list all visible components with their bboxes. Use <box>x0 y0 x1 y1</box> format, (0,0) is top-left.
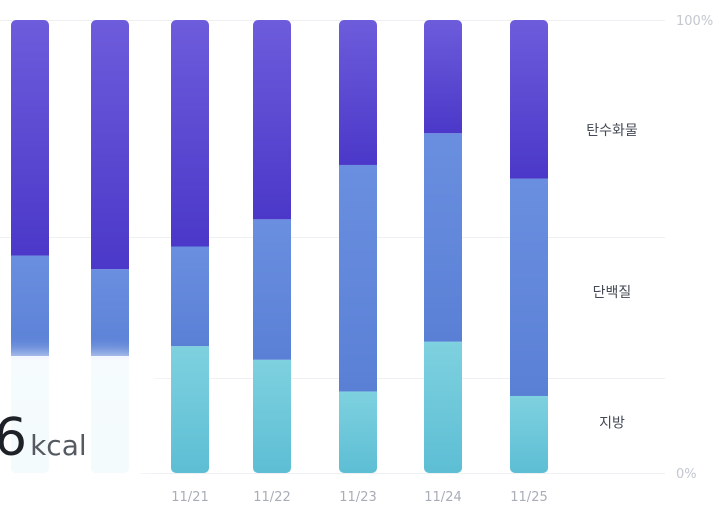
x-tick-label: 11/22 <box>253 490 290 505</box>
y-tick-label: 100% <box>676 14 713 29</box>
bar-segment <box>339 20 377 165</box>
bar-segment <box>171 246 209 347</box>
bar-segment <box>510 20 548 179</box>
x-tick-label: 11/21 <box>171 490 208 505</box>
bar-stack <box>510 20 548 473</box>
bar-segment <box>171 346 209 473</box>
bar-segment <box>91 269 129 360</box>
calorie-unit: kcal <box>30 429 87 462</box>
bar-segment <box>171 20 209 247</box>
legend-label: 단백질 <box>593 285 632 301</box>
x-tick-label: 11/24 <box>424 490 461 505</box>
bar-stack <box>339 20 377 473</box>
bar-segment <box>91 20 129 270</box>
bar-segment <box>339 391 377 473</box>
x-tick-label: 11/25 <box>510 490 547 505</box>
bar-segment <box>510 178 548 396</box>
legend-label: 탄수화물 <box>586 123 638 139</box>
bar-segment <box>510 395 548 473</box>
x-tick-label: 11/23 <box>339 490 376 505</box>
y-tick-label: 0% <box>676 467 697 482</box>
bar-segment <box>253 219 291 360</box>
bar-stack <box>253 20 291 473</box>
calorie-summary-card <box>0 356 155 476</box>
bar-segment <box>253 20 291 220</box>
bar-segment <box>11 255 49 360</box>
bar-stack <box>171 20 209 473</box>
bar-segment <box>424 20 462 134</box>
legend-label: 지방 <box>599 415 625 431</box>
calorie-summary: 6 kcal <box>0 412 87 464</box>
bar-segment <box>424 133 462 342</box>
calorie-value: 6 <box>0 408 28 468</box>
bar-segment <box>253 359 291 473</box>
bar-stack <box>424 20 462 473</box>
chart-labels: 100% 0% 11/21 11/22 11/23 11/24 11/25 지방 단백질 탄수화물 <box>171 14 713 505</box>
bar-segment <box>339 164 377 392</box>
bar-segment <box>424 341 462 473</box>
bar-segment <box>11 20 49 256</box>
